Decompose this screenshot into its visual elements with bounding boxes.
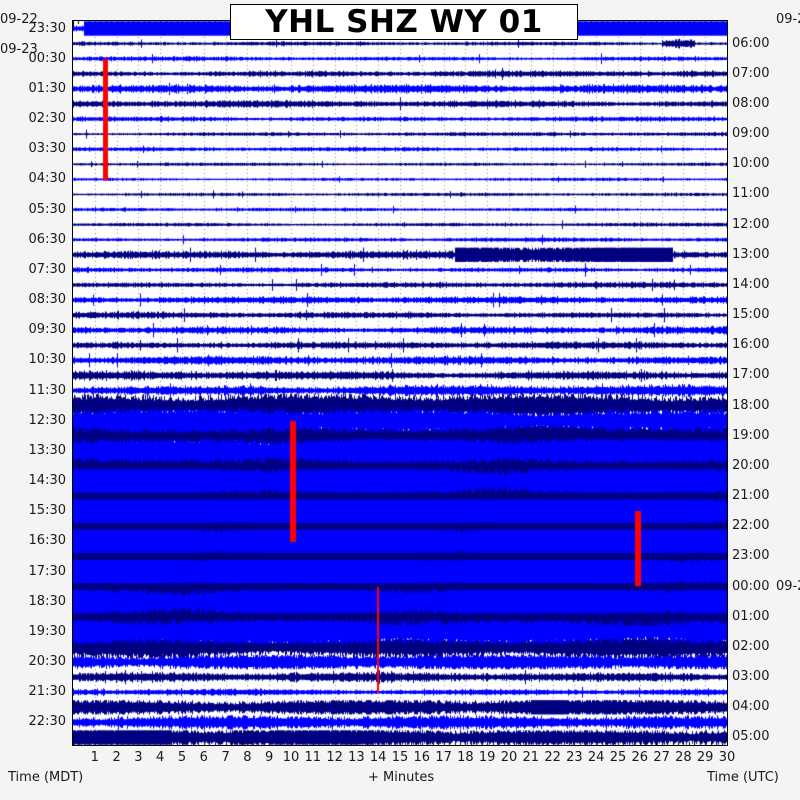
x-tick-label-25: 25 [609, 750, 627, 765]
left-time-label-2030: 20:30 [28, 654, 66, 670]
x-tick-label-27: 27 [653, 750, 670, 765]
x-tick-label-21: 21 [522, 750, 540, 765]
x-tick-label-2: 2 [112, 750, 121, 765]
left-time-label-0230: 02:30 [28, 111, 66, 127]
x-tick-label-22: 22 [544, 750, 561, 765]
right-time-label-1500: 15:00 [732, 307, 770, 323]
left-time-label-0130: 01:30 [28, 80, 66, 96]
x-tick-label-17: 17 [435, 750, 452, 765]
date-label-right-midnight: 09-24 [776, 578, 800, 594]
page-title: YHL SHZ WY 01 [265, 4, 543, 40]
left-time-label-0830: 08:30 [28, 292, 66, 308]
right-time-label-1100: 11:00 [732, 186, 770, 202]
left-time-label-0030: 00:30 [28, 50, 66, 66]
x-tick-label-4: 4 [156, 750, 165, 765]
right-time-label-0400: 04:00 [732, 699, 770, 715]
right-time-label-1300: 13:00 [732, 246, 770, 262]
chart-title-box: YHL SHZ WY 01 [230, 4, 578, 40]
right-time-label-0500: 05:00 [732, 729, 770, 745]
x-tick-label-13: 13 [348, 750, 365, 765]
axis-caption-left: Time (MDT) [8, 770, 84, 785]
left-time-label-1930: 19:30 [28, 623, 66, 639]
x-tick-label-12: 12 [326, 750, 343, 765]
date-label-left-top: 09-22 [0, 12, 38, 27]
left-time-label-1430: 14:30 [28, 473, 66, 489]
right-time-label-1600: 16:00 [732, 337, 770, 353]
left-time-label-0930: 09:30 [28, 322, 66, 338]
x-tick-label-1: 1 [90, 750, 99, 765]
right-time-label-2000: 20:00 [732, 457, 770, 473]
right-time-label-0600: 06:00 [732, 35, 770, 51]
x-tick-label-29: 29 [696, 750, 714, 765]
left-time-label-1230: 12:30 [28, 412, 66, 428]
right-time-label-0000: 00:00 [732, 578, 770, 594]
right-time-label-1700: 17:00 [732, 367, 770, 383]
left-time-label-1630: 16:30 [28, 533, 66, 549]
left-time-label-0430: 04:30 [28, 171, 66, 187]
x-tick-label-23: 23 [566, 750, 583, 765]
left-time-label-0630: 06:30 [28, 231, 66, 247]
right-time-label-0200: 02:00 [732, 638, 770, 654]
axis-caption-center: + Minutes [368, 770, 435, 785]
right-time-label-0800: 08:00 [732, 95, 770, 111]
right-time-label-1200: 12:00 [732, 216, 770, 232]
x-tick-label-8: 8 [243, 750, 252, 765]
axis-caption-right: Time (UTC) [707, 770, 779, 785]
right-time-label-0300: 03:00 [732, 669, 770, 685]
left-time-label-1030: 10:30 [28, 352, 66, 368]
x-tick-label-11: 11 [304, 750, 322, 765]
date-label-left-second: 09-23 [0, 42, 38, 57]
right-time-label-1400: 14:00 [732, 276, 770, 292]
x-tick-label-5: 5 [177, 750, 187, 765]
right-time-label-0700: 07:00 [732, 65, 770, 81]
left-time-label-2330: 23:30 [28, 20, 66, 36]
right-time-label-1900: 19:00 [732, 427, 770, 443]
x-tick-label-28: 28 [675, 750, 692, 765]
x-tick-label-26: 26 [631, 750, 649, 765]
x-tick-label-16: 16 [413, 750, 431, 765]
seismogram-canvas[interactable] [73, 21, 727, 745]
left-time-label-2130: 21:30 [28, 684, 66, 700]
x-tick-label-3: 3 [134, 750, 143, 765]
right-time-label-1800: 18:00 [732, 397, 770, 413]
left-time-label-1830: 18:30 [28, 593, 66, 609]
x-tick-label-30: 30 [718, 750, 736, 765]
left-time-label-1330: 13:30 [28, 442, 66, 458]
date-label-right-top: 09-23 [776, 12, 800, 27]
right-time-label-2100: 21:00 [732, 488, 770, 504]
x-tick-label-18: 18 [457, 750, 474, 765]
seismogram-plot-area[interactable] [72, 20, 728, 746]
x-tick-label-14: 14 [369, 750, 387, 765]
x-tick-label-20: 20 [500, 750, 518, 765]
right-time-label-2200: 22:00 [732, 518, 770, 534]
left-time-label-1530: 15:30 [28, 503, 66, 519]
x-tick-label-6: 6 [199, 750, 208, 765]
x-tick-label-7: 7 [221, 750, 230, 765]
left-time-label-0330: 03:30 [28, 141, 66, 157]
right-time-label-2300: 23:00 [732, 548, 770, 564]
x-tick-label-19: 19 [478, 750, 496, 765]
x-tick-label-24: 24 [587, 750, 605, 765]
x-tick-label-15: 15 [391, 750, 409, 765]
right-time-label-0100: 01:00 [732, 608, 770, 624]
x-tick-label-10: 10 [282, 750, 300, 765]
right-time-label-0900: 09:00 [732, 126, 770, 142]
left-time-label-2230: 22:30 [28, 714, 66, 730]
right-time-label-1000: 10:00 [732, 156, 770, 172]
left-time-label-1730: 17:30 [28, 563, 66, 579]
left-time-label-0530: 05:30 [28, 201, 66, 217]
left-time-label-0730: 07:30 [28, 261, 66, 277]
x-tick-label-9: 9 [265, 750, 274, 765]
left-time-label-1130: 11:30 [28, 382, 66, 398]
